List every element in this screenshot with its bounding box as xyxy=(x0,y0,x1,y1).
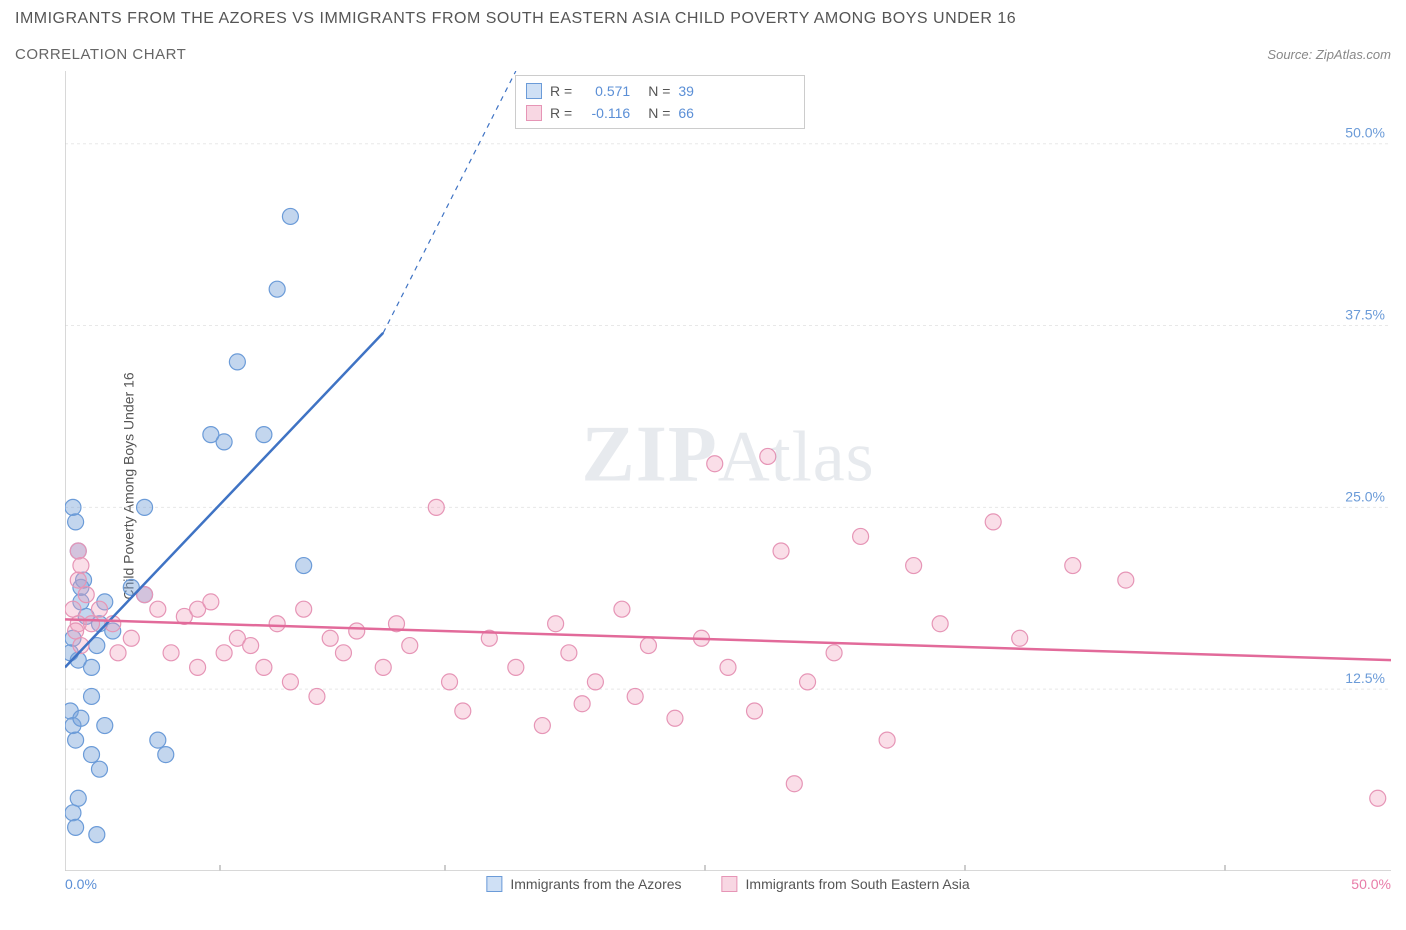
legend-item-azores: Immigrants from the Azores xyxy=(486,876,681,892)
subtitle-row: CORRELATION CHART Source: ZipAtlas.com xyxy=(15,46,1391,63)
x-tick-min: 0.0% xyxy=(65,876,97,892)
swatch-azores xyxy=(486,876,502,892)
legend-label-sea: Immigrants from South Eastern Asia xyxy=(746,876,970,892)
page-title: IMMIGRANTS FROM THE AZORES VS IMMIGRANTS… xyxy=(15,10,1391,28)
subtitle: CORRELATION CHART xyxy=(15,46,186,63)
scatter-plot: ZIPAtlas 12.5%25.0%37.5%50.0% R =0.571 N… xyxy=(65,71,1391,871)
x-tick-max: 50.0% xyxy=(1351,876,1391,892)
stats-legend-box: R =0.571 N =39 R =-0.116 N =66 xyxy=(515,75,805,129)
svg-text:12.5%: 12.5% xyxy=(1345,670,1385,686)
chart-container: Child Poverty Among Boys Under 16 ZIPAtl… xyxy=(15,71,1391,901)
plot-svg: 12.5% 25.0% 37.5% 50.0% xyxy=(65,71,1391,871)
legend-label-azores: Immigrants from the Azores xyxy=(510,876,681,892)
swatch-sea xyxy=(722,876,738,892)
bottom-legend: 0.0% Immigrants from the Azores Immigran… xyxy=(65,876,1391,892)
source-label: Source: xyxy=(1267,47,1312,62)
svg-text:37.5%: 37.5% xyxy=(1345,307,1385,323)
legend-item-sea: Immigrants from South Eastern Asia xyxy=(722,876,970,892)
source-name: ZipAtlas.com xyxy=(1316,47,1391,62)
source: Source: ZipAtlas.com xyxy=(1267,47,1391,62)
svg-text:50.0%: 50.0% xyxy=(1345,125,1385,141)
svg-text:25.0%: 25.0% xyxy=(1345,488,1385,504)
